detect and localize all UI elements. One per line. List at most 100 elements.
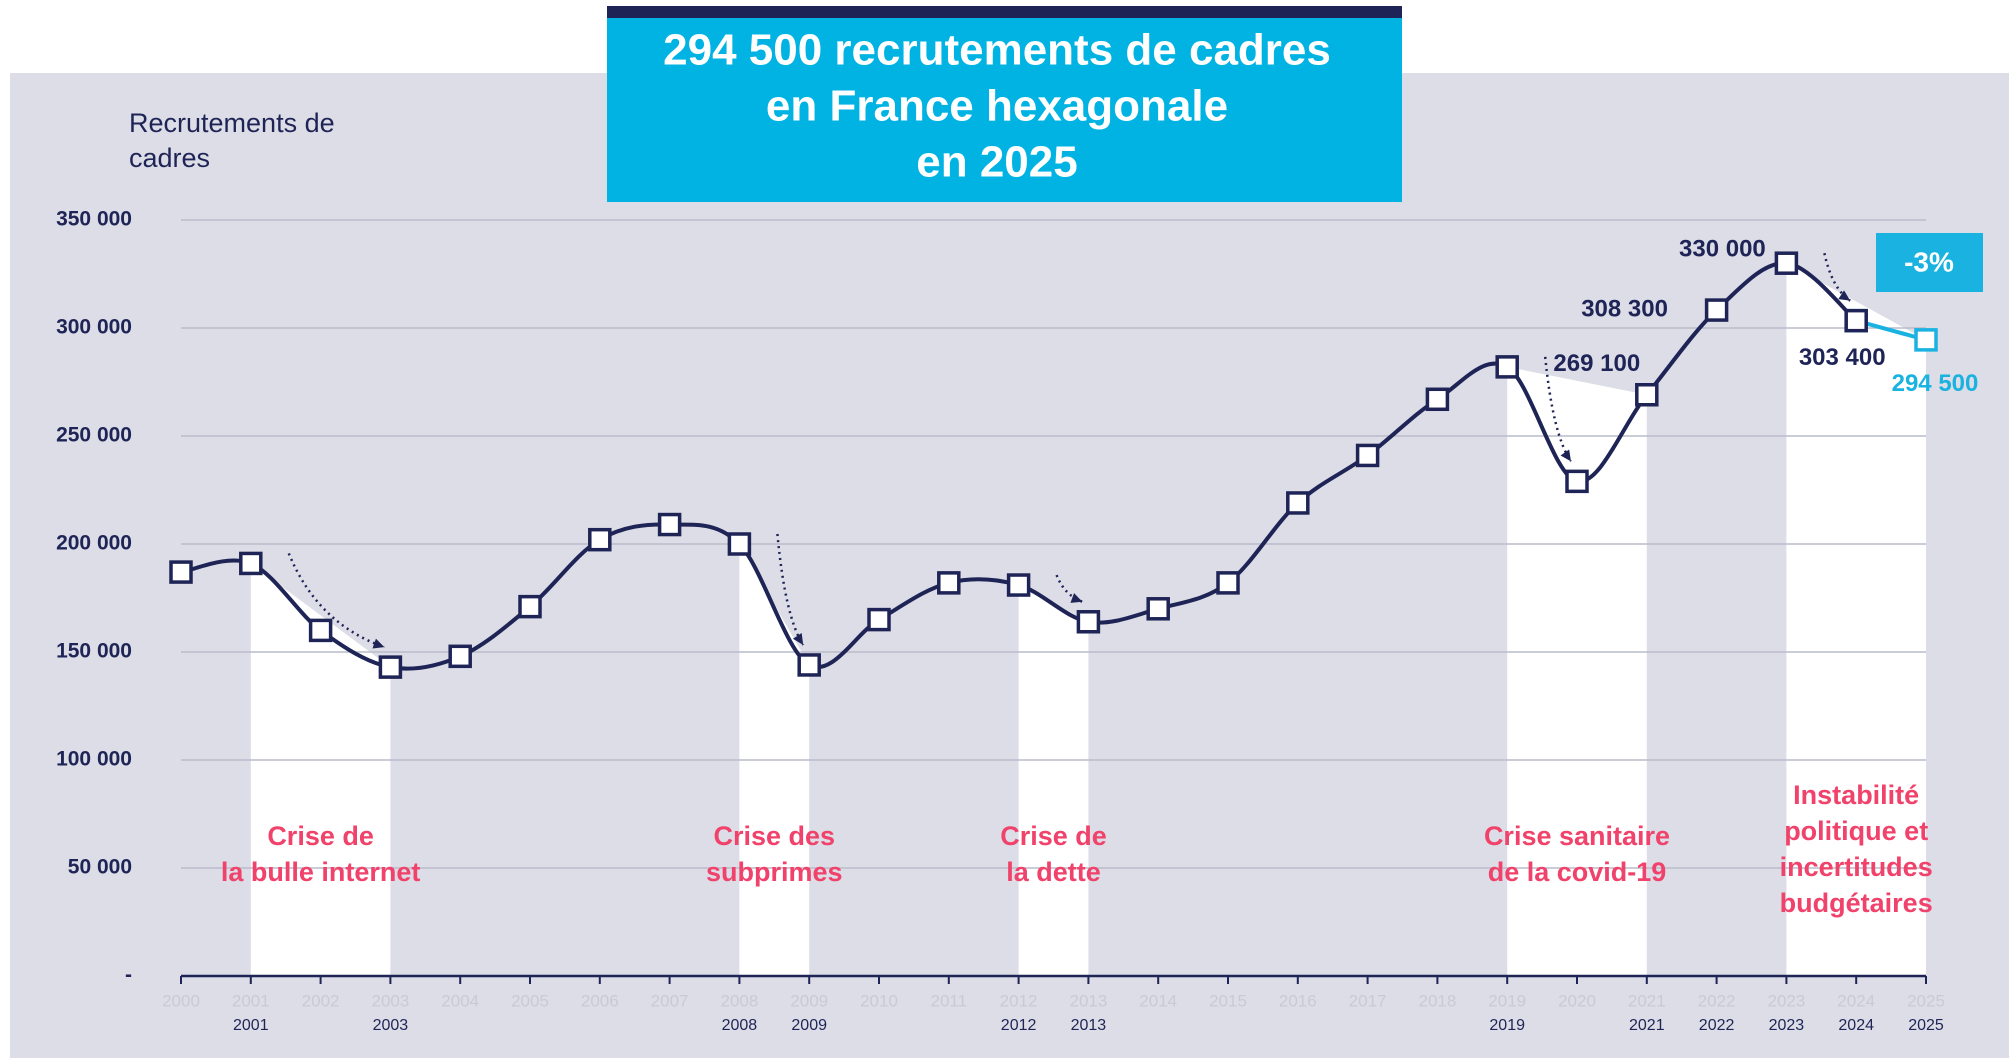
marker bbox=[1006, 573, 1031, 597]
y-axis-label: Recrutements de bbox=[129, 108, 335, 138]
marked-year: 2003 bbox=[373, 1017, 409, 1034]
crisis-band bbox=[250, 563, 391, 976]
x-tick-label: 2001 bbox=[232, 991, 270, 1010]
arrow bbox=[1055, 574, 1083, 603]
marker bbox=[1425, 387, 1450, 412]
marked-year: 2022 bbox=[1699, 1017, 1735, 1034]
title-box bbox=[607, 6, 1402, 202]
arrow-head bbox=[792, 633, 804, 645]
x-tick-label: 2011 bbox=[931, 991, 968, 1010]
x-tick-label: 2008 bbox=[720, 991, 758, 1010]
badge bbox=[1876, 233, 1983, 292]
data-label: 294 500 bbox=[1892, 370, 1979, 397]
marker bbox=[1495, 355, 1519, 379]
title-line: en 2025 bbox=[916, 138, 1077, 187]
data-label: 308 300 bbox=[1581, 295, 1668, 322]
x-tick-label: 2019 bbox=[1488, 991, 1526, 1010]
crisis-label: la dette bbox=[1006, 857, 1101, 887]
crisis-label: politique et bbox=[1784, 816, 1928, 846]
crisis-label: la bulle internet bbox=[221, 857, 421, 887]
marker bbox=[797, 653, 821, 677]
marker bbox=[867, 607, 891, 632]
marker bbox=[239, 551, 263, 576]
crisis-label: subprimes bbox=[706, 857, 843, 887]
x-tick-label: 2003 bbox=[371, 991, 409, 1010]
y-axis-label: cadres bbox=[129, 143, 210, 173]
marked-year: 2009 bbox=[791, 1017, 827, 1034]
badge-text: -3% bbox=[1904, 246, 1954, 277]
marked-year: 2008 bbox=[722, 1017, 758, 1034]
marker bbox=[1704, 298, 1729, 322]
x-tick-label: 2020 bbox=[1558, 991, 1596, 1010]
marked-year: 2019 bbox=[1489, 1017, 1525, 1034]
marked-year: 2013 bbox=[1071, 1017, 1107, 1034]
crisis-label: incertitudes bbox=[1780, 852, 1933, 882]
x-tick-label: 2025 bbox=[1907, 991, 1945, 1010]
marker bbox=[1355, 443, 1380, 468]
x-tick-label: 2017 bbox=[1349, 991, 1387, 1010]
x-tick-label: 2005 bbox=[511, 991, 549, 1010]
marker bbox=[937, 571, 961, 595]
y-tick-label: 150 000 bbox=[56, 640, 132, 663]
x-tick-label: 2018 bbox=[1418, 991, 1456, 1010]
data-label: 330 000 bbox=[1679, 236, 1766, 263]
marker bbox=[1286, 491, 1310, 515]
marker bbox=[378, 655, 403, 679]
y-tick-label: 250 000 bbox=[56, 424, 132, 447]
marker bbox=[1914, 328, 1938, 352]
marked-year: 2023 bbox=[1769, 1017, 1805, 1034]
x-tick-label: 2010 bbox=[860, 991, 898, 1010]
marker bbox=[1216, 571, 1240, 595]
y-tick-label: 200 000 bbox=[56, 532, 132, 555]
arrow-head bbox=[1560, 449, 1571, 462]
arrow bbox=[1543, 356, 1573, 463]
crisis-label: Crise des bbox=[714, 821, 836, 851]
crisis-band bbox=[1786, 263, 1926, 976]
marked-year: 2001 bbox=[233, 1017, 269, 1034]
x-tick-label: 2016 bbox=[1279, 991, 1317, 1010]
marker bbox=[1076, 610, 1101, 634]
data-label: 303 400 bbox=[1799, 344, 1886, 371]
y-tick-label: 50 000 bbox=[68, 856, 132, 879]
crisis-label: Instabilité bbox=[1793, 780, 1919, 810]
marker bbox=[727, 532, 752, 556]
marked-year: 2021 bbox=[1629, 1017, 1665, 1034]
arrow-head bbox=[1070, 593, 1083, 603]
marker bbox=[1844, 308, 1868, 333]
arrow bbox=[1823, 252, 1851, 302]
x-tick-label: 2024 bbox=[1837, 991, 1875, 1010]
arrow-head bbox=[372, 638, 385, 649]
y-tick-label: - bbox=[125, 964, 132, 987]
marked-year: 2025 bbox=[1908, 1017, 1944, 1034]
marked-year: 2024 bbox=[1838, 1017, 1874, 1034]
marker bbox=[1146, 597, 1170, 621]
x-tick-label: 2012 bbox=[1000, 991, 1038, 1010]
x-tick-label: 2022 bbox=[1698, 991, 1736, 1010]
x-tick-label: 2013 bbox=[1069, 991, 1107, 1010]
x-tick-label: 2000 bbox=[162, 991, 200, 1010]
x-tick-label: 2014 bbox=[1139, 991, 1177, 1010]
x-tick-label: 2023 bbox=[1767, 991, 1805, 1010]
y-tick-label: 300 000 bbox=[56, 316, 132, 339]
marker bbox=[308, 618, 333, 643]
marker bbox=[518, 594, 542, 619]
marker bbox=[1774, 251, 1799, 275]
arrow-head bbox=[1838, 290, 1851, 301]
marker bbox=[448, 644, 472, 669]
crisis-label: Crise de bbox=[1000, 821, 1107, 851]
title-line: en France hexagonale bbox=[766, 82, 1228, 131]
crisis-band bbox=[1018, 585, 1089, 976]
crisis-label: de la covid-19 bbox=[1488, 857, 1667, 887]
crisis-label: Crise de bbox=[267, 821, 374, 851]
crisis-label: Crise sanitaire bbox=[1484, 821, 1670, 851]
marker bbox=[657, 512, 682, 537]
x-tick-label: 2021 bbox=[1628, 991, 1666, 1010]
x-tick-label: 2009 bbox=[790, 991, 828, 1010]
title-line: 294 500 recrutements de cadres bbox=[663, 26, 1331, 75]
x-tick-label: 2006 bbox=[581, 991, 619, 1010]
crisis-band bbox=[1507, 366, 1647, 976]
title-strip bbox=[607, 6, 1402, 18]
x-tick-label: 2007 bbox=[651, 991, 689, 1010]
marker bbox=[169, 560, 193, 584]
